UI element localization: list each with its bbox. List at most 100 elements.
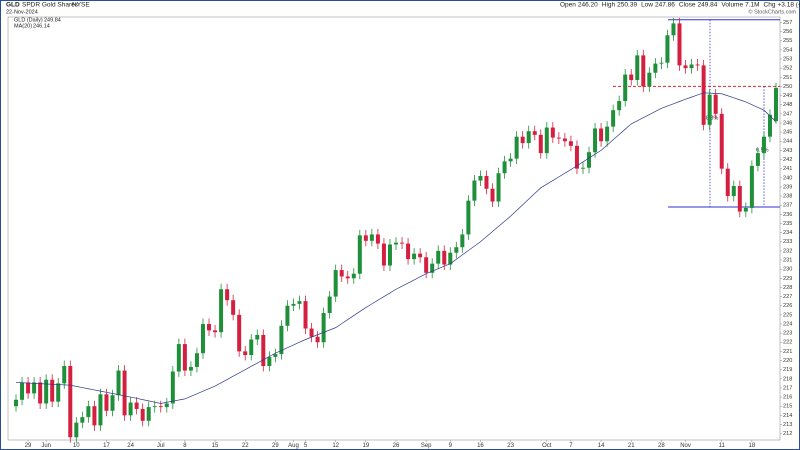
- candle-body: [647, 72, 652, 87]
- candle-body: [424, 257, 429, 273]
- candle-body: [297, 301, 302, 304]
- candle-body: [617, 101, 622, 111]
- candle-body: [508, 158, 513, 162]
- y-tick-label: 214: [783, 413, 792, 419]
- candle-body: [32, 382, 37, 394]
- y-tick-label: 231: [783, 258, 792, 264]
- candle-body: [719, 113, 724, 169]
- candle-body: [448, 252, 453, 265]
- x-tick-label: 11: [719, 443, 726, 449]
- candle-body: [394, 242, 398, 245]
- candle-body: [291, 303, 296, 306]
- candle-body: [170, 371, 175, 404]
- candle-body: [761, 136, 766, 154]
- candle-body: [653, 63, 658, 73]
- x-tick-label: 29: [25, 443, 32, 449]
- exchange: NYSE: [72, 2, 90, 9]
- y-tick-label: 255: [783, 38, 792, 44]
- candle-body: [695, 64, 700, 66]
- quote-value: +3.18 (+1.29%): [777, 2, 800, 9]
- candle-body: [303, 301, 308, 329]
- candle-body: [568, 141, 573, 146]
- candle-body: [134, 402, 139, 409]
- credit: © StockCharts.com: [749, 8, 797, 15]
- x-tick-label: 8: [183, 443, 187, 449]
- y-tick-label: 248: [783, 102, 792, 108]
- candle-body: [128, 402, 133, 416]
- candle-body: [713, 94, 718, 114]
- x-tick-label: Nov: [680, 443, 691, 449]
- x-tick-label: 9: [449, 443, 453, 449]
- y-tick-label: 245: [783, 130, 792, 136]
- y-tick-label: 219: [783, 367, 792, 373]
- candle-body: [279, 325, 284, 355]
- candle-body: [574, 145, 579, 169]
- y-tick-label: 222: [783, 340, 792, 346]
- candle-body: [152, 406, 157, 408]
- candle-body: [442, 250, 447, 265]
- security-name: SPDR Gold Shares: [22, 2, 79, 9]
- candle-body: [623, 74, 628, 102]
- y-tick-label: 251: [783, 75, 792, 81]
- candle-body: [677, 23, 682, 66]
- x-tick-label: 21: [628, 443, 635, 449]
- legend-candles: GLD (Daily): [14, 17, 43, 23]
- candle-body: [381, 243, 386, 266]
- symbol: GLD: [6, 2, 20, 9]
- candle-body: [333, 270, 338, 297]
- legend-ma: MA(20): [14, 23, 32, 29]
- y-tick-label: 232: [783, 248, 792, 254]
- candle-body: [593, 128, 598, 153]
- candle-body: [321, 313, 326, 343]
- candle-body: [14, 399, 18, 407]
- candle-body: [454, 247, 459, 253]
- candle-body: [520, 136, 525, 144]
- y-tick-label: 254: [783, 47, 792, 53]
- y-tick-label: 249: [783, 93, 792, 99]
- candle-body: [200, 323, 205, 354]
- candle-body: [62, 365, 67, 384]
- x-tick-label: 19: [362, 443, 369, 449]
- candle-body: [430, 263, 435, 273]
- candle-body: [544, 127, 549, 154]
- x-tick-label: 16: [477, 443, 484, 449]
- candle-body: [599, 128, 604, 142]
- y-tick-label: 246: [783, 120, 792, 126]
- x-tick-label: 15: [212, 443, 219, 449]
- y-tick-label: 257: [783, 20, 792, 26]
- y-tick-label: 240: [783, 175, 792, 181]
- candle-body: [490, 188, 495, 202]
- candle-body: [357, 235, 362, 274]
- candle-body: [611, 110, 616, 127]
- quote-value: 247.86: [655, 2, 675, 9]
- candle-body: [725, 168, 730, 197]
- candle-body: [562, 138, 567, 142]
- y-tick-label: 238: [783, 194, 792, 200]
- candle-body: [641, 55, 646, 87]
- candle-body: [110, 395, 115, 411]
- x-tick-label: 29: [272, 443, 279, 449]
- y-tick-label: 235: [783, 221, 792, 227]
- candle-body: [237, 314, 242, 352]
- candle-body: [255, 334, 260, 340]
- candle-body: [580, 167, 585, 169]
- quote-label: Close: [679, 2, 696, 9]
- candle-body: [261, 334, 266, 366]
- x-tick-label: Jun: [41, 443, 51, 449]
- quote-label: Open: [560, 2, 576, 9]
- candle-body: [707, 94, 712, 125]
- date: 22-Nov-2024: [6, 9, 38, 15]
- y-tick-label: 234: [783, 230, 792, 236]
- x-tick-label: 17: [103, 443, 110, 449]
- candle-body: [496, 173, 501, 202]
- candle-body: [659, 62, 664, 64]
- y-tick-label: 243: [783, 148, 792, 154]
- candle-body: [502, 161, 507, 174]
- candle-body: [86, 406, 91, 418]
- x-tick-label: 18: [749, 443, 756, 449]
- x-tick-label: Jul: [157, 443, 165, 449]
- candle-body: [550, 127, 555, 138]
- y-tick-label: 244: [783, 139, 792, 145]
